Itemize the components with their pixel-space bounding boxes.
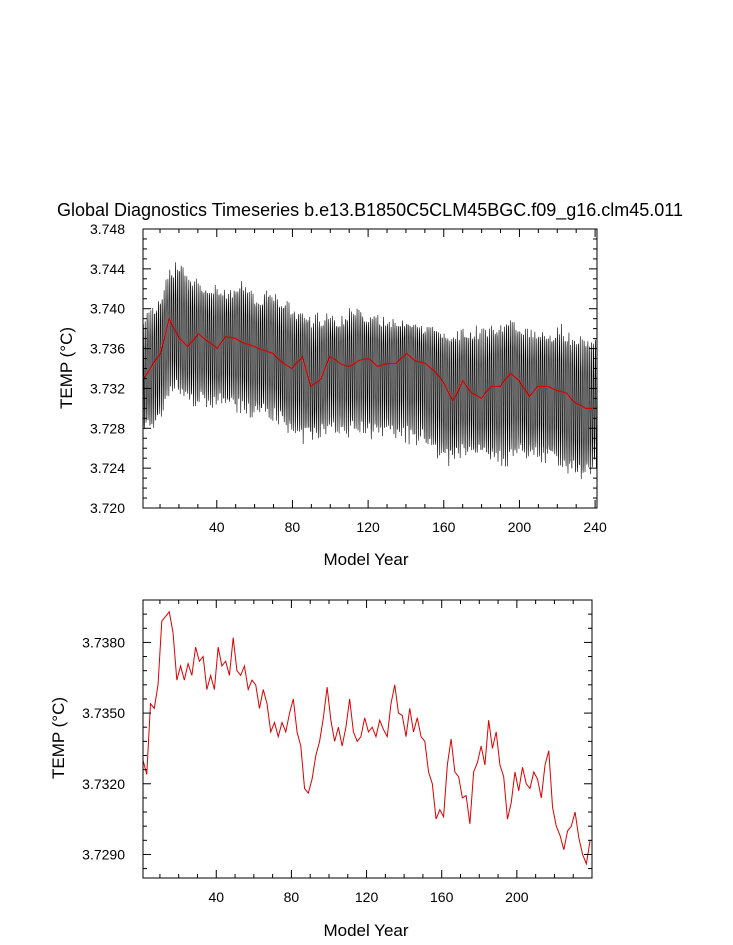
x-tick-label: 120 (356, 519, 380, 535)
series-monthly-line (143, 262, 597, 480)
y-tick-label: 3.724 (90, 460, 125, 476)
y-tick-label: 3.732 (90, 380, 125, 396)
x-tick-label: 160 (432, 519, 456, 535)
timeseries-panel-annual: 40 80 120 160 200 3.7290 3.7320 3.7350 3.7380 Mo… (49, 599, 593, 940)
x-tick-label: 40 (209, 519, 225, 535)
y-tick-label: 3.728 (90, 420, 125, 436)
axes-monthly: 40 80 120 160 200 240 3.720 3.724 3.728 3.732 3.73… (90, 221, 607, 535)
x-tick-label: 200 (508, 519, 532, 535)
y-tick-label: 3.736 (90, 341, 125, 357)
y-axis-label-top: TEMP (°C) (57, 327, 76, 409)
x-tick-label: 80 (285, 519, 301, 535)
plot-area-annual (143, 610, 591, 866)
x-tick-label: 40 (208, 889, 224, 905)
y-tick-label: 3.7290 (82, 846, 125, 862)
timeseries-panel-monthly: Global Diagnostics Timeseries b.e13.B185… (57, 200, 683, 569)
y-tick-label: 3.7320 (82, 776, 125, 792)
x-axis-label-top: Model Year (323, 550, 408, 569)
x-tick-label: 200 (505, 889, 529, 905)
plot-area-monthly (143, 262, 597, 480)
y-tick-label: 3.7380 (82, 634, 125, 650)
y-tick-label: 3.720 (90, 500, 125, 516)
series-annual-line-top (143, 316, 597, 409)
plot-frame (142, 599, 593, 879)
chart-title: Global Diagnostics Timeseries b.e13.B185… (57, 200, 683, 221)
axes-annual: 40 80 120 160 200 3.7290 3.7320 3.7350 3.7380 (82, 599, 593, 905)
x-axis-label-bottom: Model Year (323, 921, 408, 940)
x-tick-label: 120 (355, 889, 379, 905)
x-tick-label: 160 (430, 889, 454, 905)
y-axis-label-bottom: TEMP (°C) (49, 697, 68, 779)
y-tick-label: 3.740 (90, 301, 125, 317)
y-tick-label: 3.7350 (82, 705, 125, 721)
x-tick-label: 80 (284, 889, 300, 905)
series-annual-line (143, 610, 591, 866)
y-tick-label: 3.748 (90, 221, 125, 237)
y-tick-label: 3.744 (90, 261, 125, 277)
x-tick-label: 240 (583, 519, 607, 535)
